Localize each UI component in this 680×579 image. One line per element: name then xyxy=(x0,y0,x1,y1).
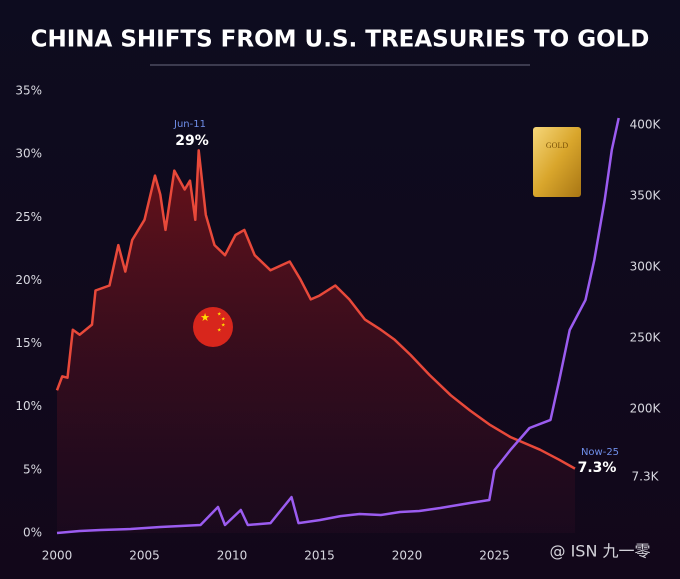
line xyxy=(55,149,576,470)
plot: 0% 5% 10% 15% 20% 25% 30% 35% 200K 250K 300K 350K 40… xyxy=(15,84,661,563)
gold-bar xyxy=(533,127,581,197)
flag-star: ★ xyxy=(221,323,226,329)
y-tick-label: 30% xyxy=(15,147,42,161)
y-tick-label: 25% xyxy=(15,210,42,224)
annotation-value: 7.3% xyxy=(578,460,617,476)
y2-tick-label: 300K xyxy=(630,259,662,273)
x-tick-label: 2010 xyxy=(217,549,248,563)
flag-star: ★ xyxy=(217,328,222,334)
chart-title: CHINA SHIFTS FROM U.S. TREASURIES TO GOL… xyxy=(31,27,650,53)
x-tick-label: 2000 xyxy=(42,549,73,563)
flag-star: ★ xyxy=(200,311,210,324)
y-tick-label: 5% xyxy=(23,462,42,476)
x-tick-label: 2015 xyxy=(304,549,335,563)
annotation-value: 29% xyxy=(175,133,209,149)
y2-note: 7.3K xyxy=(632,470,660,484)
gold-bar-label: GOLD xyxy=(546,141,568,150)
area xyxy=(57,150,575,533)
x-tick-label: 2020 xyxy=(392,549,423,563)
annotation-date: Now-25 xyxy=(581,447,619,458)
flag-star: ★ xyxy=(217,312,222,318)
y-tick-label: 15% xyxy=(15,336,42,350)
x-tick-label: 2005 xyxy=(129,549,160,563)
flag-star: ★ xyxy=(221,317,226,323)
y2-tick-label: 400K xyxy=(630,117,662,131)
y-tick-label: 20% xyxy=(15,273,42,287)
annotation-date: Jun-11 xyxy=(173,119,206,130)
watermark: @ ISN 九一零 xyxy=(549,542,650,561)
y2-tick-label: 350K xyxy=(630,188,662,202)
line xyxy=(56,117,620,535)
y2-tick-label: 250K xyxy=(630,330,662,344)
y-tick-label: 35% xyxy=(15,84,42,98)
y2-tick-label: 200K xyxy=(630,402,662,416)
y-tick-label: 0% xyxy=(23,526,42,540)
x-tick-label: 2025 xyxy=(479,549,510,563)
china-flag xyxy=(193,307,233,347)
y-tick-label: 10% xyxy=(15,399,42,413)
